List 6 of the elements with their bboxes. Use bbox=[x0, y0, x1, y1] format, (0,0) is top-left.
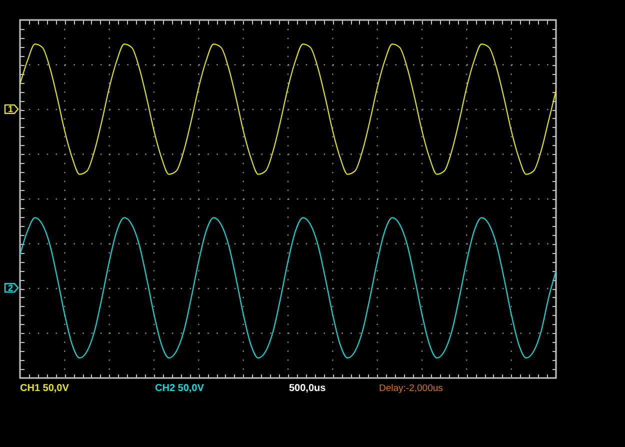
text: 1 bbox=[8, 104, 14, 114]
text: CH2 50,0V bbox=[155, 383, 204, 394]
text: Delay:-2,000us bbox=[379, 383, 444, 394]
text: 2 bbox=[8, 282, 14, 293]
text: CH1 50,0V bbox=[20, 383, 70, 394]
text: 500,0us bbox=[289, 383, 326, 394]
